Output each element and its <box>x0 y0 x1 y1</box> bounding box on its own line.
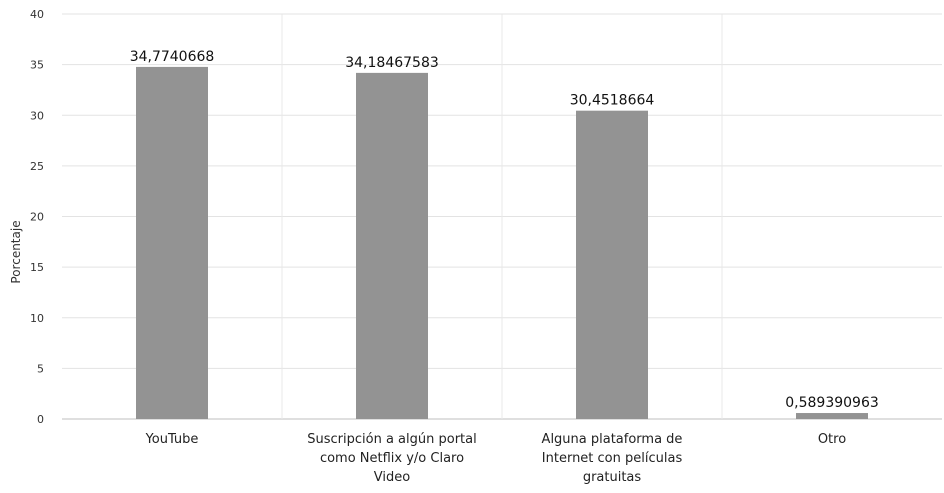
y-tick-label: 10 <box>30 312 44 325</box>
x-tick-label: Otro <box>818 432 846 447</box>
data-label: 0,589390963 <box>785 395 879 411</box>
y-tick-label: 20 <box>30 211 44 224</box>
x-tick-label: Suscripción a algún portal <box>307 432 476 447</box>
y-axis-title: Porcentaje <box>9 220 23 283</box>
bars <box>136 66 868 420</box>
x-tick-label: YouTube <box>145 432 199 447</box>
y-tick-label: 40 <box>30 8 44 21</box>
y-tick-label: 5 <box>37 362 44 375</box>
y-tick-label: 15 <box>30 261 44 274</box>
x-tick-label: Video <box>374 470 410 485</box>
y-tick-label: 0 <box>37 413 44 426</box>
data-labels: 34,7740668 34,18467583 30,4518664 0,5893909… <box>130 49 879 411</box>
bar <box>356 72 428 419</box>
bar <box>136 66 208 420</box>
bar <box>796 413 868 419</box>
data-label: 30,4518664 <box>570 93 655 109</box>
y-tick-label: 35 <box>30 59 44 72</box>
x-tick-label: Internet con películas <box>542 451 683 466</box>
data-label: 34,18467583 <box>345 55 439 71</box>
x-tick-label: como Netflix y/o Claro <box>320 451 464 466</box>
bar <box>576 110 648 419</box>
x-axis-labels: YouTube Suscripción a algún portal como Ne… <box>145 432 847 485</box>
gridlines <box>62 13 942 420</box>
y-tick-label: 25 <box>30 160 44 173</box>
y-axis-ticks: 0 5 10 15 20 25 30 35 40 <box>30 8 44 426</box>
x-tick-label: gratuitas <box>583 470 642 485</box>
y-tick-label: 30 <box>30 109 44 122</box>
x-tick-label: Alguna plataforma de <box>542 432 683 447</box>
data-label: 34,7740668 <box>130 49 215 65</box>
